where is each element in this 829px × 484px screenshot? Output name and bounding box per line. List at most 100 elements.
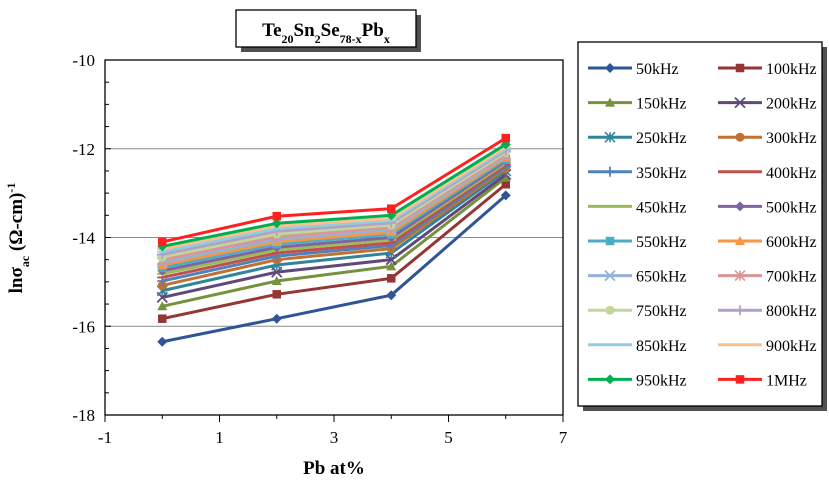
data-point: [500, 190, 511, 201]
series-50kHz: [157, 190, 511, 347]
y-tick-label: -10: [72, 51, 95, 70]
legend-entry: 750kHz: [588, 303, 687, 320]
legend-marker: [735, 305, 745, 316]
legend-marker: [605, 166, 615, 177]
legend-entry: 900kHz: [718, 338, 817, 355]
legend-entry: 100kHz: [718, 61, 817, 78]
series-1MHz: [158, 133, 510, 247]
legend-label: 300kHz: [766, 130, 817, 147]
data-point: [500, 172, 511, 182]
legend-marker: [735, 375, 745, 384]
series-line: [161, 167, 507, 287]
data-point: [271, 275, 282, 285]
legend-marker: [734, 96, 746, 109]
legend-entry: 50kHz: [588, 61, 679, 78]
legend-marker: [605, 236, 615, 246]
series-400kHz: [157, 163, 511, 279]
legend-label: 850kHz: [636, 338, 687, 355]
data-point: [501, 180, 510, 189]
series-line: [161, 149, 507, 256]
chart-title-box: Te20Sn2Se78-xPbx: [235, 9, 421, 52]
x-axis-title: Pb at%: [303, 458, 365, 479]
legend-entry: 800kHz: [718, 303, 817, 320]
legend-label: 100kHz: [766, 61, 817, 78]
series-line: [161, 183, 507, 321]
y-tick-label: -12: [72, 140, 95, 159]
legend-label: 650kHz: [636, 269, 687, 286]
legend-marker: [605, 97, 615, 107]
legend-entry: 700kHz: [718, 269, 817, 286]
chart-title: Te20Sn2Se78-xPbx: [262, 20, 390, 46]
x-tick-label: 5: [444, 428, 453, 447]
legend: 50kHz 100kHz 150kHz 200kHz 250kHz 300kHz 350kH…: [577, 41, 827, 411]
series-group: [156, 133, 512, 347]
data-point: [387, 204, 396, 213]
series-line: [161, 161, 507, 276]
series-line: [161, 159, 507, 273]
series-line: [161, 176, 507, 308]
x-tick-label: 3: [330, 428, 339, 447]
data-point: [158, 314, 167, 323]
legend-entry: 1MHz: [718, 372, 807, 389]
legend-entry: 400kHz: [718, 165, 817, 182]
legend-label: 150kHz: [636, 96, 687, 113]
axis-ticks: -18 -16 -14 -12 -10 -1 1 3 5 7: [72, 51, 567, 447]
data-point: [271, 313, 282, 324]
legend-label: 400kHz: [766, 165, 817, 182]
legend-marker: [735, 63, 745, 73]
data-point: [501, 133, 510, 143]
legend-marker: [604, 131, 616, 143]
legend-marker: [605, 305, 615, 315]
data-point: [386, 290, 397, 301]
legend-label: 550kHz: [636, 234, 687, 251]
legend-label: 750kHz: [636, 303, 687, 320]
legend-label: 50kHz: [636, 61, 679, 78]
legend-label: 700kHz: [766, 269, 817, 286]
series-100kHz: [158, 180, 510, 323]
series-line: [161, 158, 507, 270]
legend-marker: [605, 374, 615, 385]
legend-label: 600kHz: [766, 234, 817, 251]
series-line: [161, 143, 507, 248]
y-tick-label: -14: [72, 229, 95, 248]
y-tick-label: -16: [72, 317, 95, 336]
legend-entry: 300kHz: [718, 130, 817, 147]
legend-marker: [604, 269, 616, 282]
data-point: [272, 290, 281, 299]
data-point: [157, 336, 168, 347]
data-point: [272, 211, 281, 221]
legend-entry: 500kHz: [718, 199, 817, 216]
series-150kHz: [157, 172, 511, 311]
series-line: [161, 136, 507, 244]
legend-entry: 550kHz: [588, 234, 687, 251]
series-line: [161, 147, 507, 254]
x-tick-label: 7: [559, 428, 568, 447]
series-line: [161, 194, 507, 344]
x-tick-label: -1: [98, 428, 112, 447]
data-point: [386, 261, 397, 271]
legend-label: 950kHz: [636, 372, 687, 389]
x-tick-label: 1: [215, 428, 224, 447]
legend-entry: 250kHz: [588, 130, 687, 147]
legend-marker: [734, 270, 746, 282]
y-axis-title: lnσac (Ω-cm)-1: [4, 183, 32, 294]
legend-entry: 950kHz: [588, 372, 687, 389]
data-point: [158, 237, 167, 247]
y-tick-label: -18: [72, 406, 95, 425]
legend-label: 350kHz: [636, 165, 687, 182]
legend-label: 800kHz: [766, 303, 817, 320]
series-line: [161, 151, 507, 259]
legend-entry: 850kHz: [588, 338, 687, 355]
data-point: [157, 301, 168, 311]
series-line: [161, 152, 507, 262]
legend-entry: 600kHz: [718, 234, 817, 251]
legend-entry: 650kHz: [588, 269, 687, 286]
data-point: [387, 274, 396, 283]
legend-entry: 450kHz: [588, 199, 687, 216]
legend-marker: [735, 201, 745, 212]
series-line: [161, 165, 507, 283]
legend-entry: 200kHz: [718, 96, 817, 113]
series-line: [161, 163, 507, 279]
legend-label: 250kHz: [636, 130, 687, 147]
